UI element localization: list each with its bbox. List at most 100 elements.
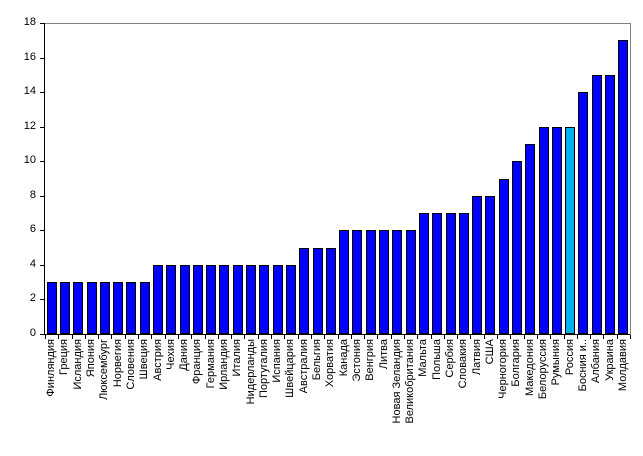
- x-tick-label-32: Латвия: [470, 339, 483, 376]
- x-tick-label-16: Португалия: [257, 339, 270, 398]
- x-tick-label-3: Япония: [85, 339, 98, 378]
- x-tick-mark: [45, 335, 46, 339]
- bar-26: [392, 230, 403, 334]
- x-tick-mark: [298, 335, 299, 339]
- x-tick-mark: [85, 335, 86, 339]
- x-tick-mark: [550, 335, 551, 339]
- x-tick-label-39: Россия: [563, 339, 576, 376]
- bar-38: [551, 126, 562, 334]
- bar-16: [259, 264, 270, 334]
- x-tick-label-12: Германия: [204, 339, 217, 389]
- x-tick-label-20: Бельгия: [311, 339, 324, 381]
- x-tick-mark: [151, 335, 152, 339]
- x-tick-label-37: Белоруссия: [537, 339, 550, 400]
- x-tick-label-5: Норвегия: [111, 339, 124, 388]
- x-tick-mark: [404, 335, 405, 339]
- x-tick-label-4: Люксембург: [98, 339, 111, 401]
- x-tick-label-13: Ирландия: [217, 339, 230, 390]
- y-tick-label: 12: [23, 119, 36, 132]
- x-tick-mark: [630, 335, 631, 339]
- x-tick-mark: [125, 335, 126, 339]
- x-tick-mark: [590, 335, 591, 339]
- bar-27: [405, 230, 416, 334]
- bar-39: [565, 126, 576, 334]
- bar-4: [99, 282, 110, 334]
- y-tick-mark: [40, 265, 44, 266]
- y-tick-mark: [40, 127, 44, 128]
- bar-10: [179, 264, 190, 334]
- y-tick-label: 4: [29, 257, 36, 270]
- y-tick-mark: [40, 161, 44, 162]
- x-tick-label-42: Украина: [603, 339, 616, 381]
- bar-11: [192, 264, 203, 334]
- bar-2: [73, 282, 84, 334]
- x-tick-mark: [510, 335, 511, 339]
- x-tick-mark: [138, 335, 139, 339]
- x-tick-mark: [603, 335, 604, 339]
- x-tick-mark: [617, 335, 618, 339]
- bar-8: [153, 264, 163, 334]
- x-tick-mark: [577, 335, 578, 339]
- bar-31: [458, 213, 469, 334]
- x-tick-label-0: Финляндия: [45, 339, 58, 397]
- x-tick-mark: [178, 335, 179, 339]
- x-tick-mark: [258, 335, 259, 339]
- x-tick-label-30: Сербия: [444, 339, 456, 378]
- x-tick-mark: [324, 335, 325, 339]
- bar-29: [432, 213, 443, 334]
- x-tick-label-1: Греция: [58, 339, 71, 375]
- y-tick-label: 14: [23, 85, 36, 98]
- x-tick-label-11: Франция: [191, 339, 204, 385]
- x-tick-mark: [338, 335, 339, 339]
- bar-13: [219, 264, 230, 334]
- x-tick-label-18: Швейцария: [284, 339, 297, 398]
- x-tick-mark: [205, 335, 206, 339]
- x-tick-mark: [311, 335, 312, 339]
- bar-21: [325, 247, 336, 334]
- x-tick-label-25: Литва: [377, 339, 390, 370]
- bar-17: [272, 264, 283, 334]
- bar-3: [86, 282, 97, 334]
- x-tick-mark: [98, 335, 99, 339]
- x-tick-label-41: Албания: [590, 339, 603, 384]
- y-tick-mark: [40, 230, 44, 231]
- bar-22: [339, 230, 350, 334]
- y-tick-mark: [40, 299, 44, 300]
- x-tick-mark: [470, 335, 471, 339]
- bar-41: [591, 74, 602, 334]
- y-tick-mark: [40, 23, 44, 24]
- x-tick-label-8: Австрия: [151, 339, 164, 381]
- bar-35: [511, 161, 522, 334]
- x-tick-mark: [231, 335, 232, 339]
- x-tick-label-34: Черногория: [497, 339, 510, 399]
- bar-18: [285, 264, 296, 334]
- x-tick-label-31: Словакия: [457, 339, 470, 389]
- bar-43: [618, 40, 629, 334]
- bar-14: [232, 264, 243, 334]
- x-tick-mark: [537, 335, 538, 339]
- x-tick-label-21: Хорватия: [324, 339, 337, 388]
- bar-40: [578, 92, 589, 334]
- x-tick-label-14: Италия: [231, 339, 244, 377]
- bar-28: [418, 213, 429, 334]
- y-tick-label: 10: [23, 154, 36, 167]
- y-tick-label: 2: [29, 292, 36, 305]
- x-tick-mark: [191, 335, 192, 339]
- bar-5: [113, 282, 124, 334]
- x-tick-mark: [58, 335, 59, 339]
- x-tick-label-38: Румыния: [550, 339, 563, 386]
- plot-frame-right: [630, 23, 631, 335]
- bar-34: [498, 178, 509, 334]
- x-tick-label-24: Венгрия: [364, 339, 377, 381]
- x-tick-mark: [484, 335, 485, 339]
- x-tick-label-35: Болгария: [510, 339, 523, 387]
- x-tick-mark: [72, 335, 73, 339]
- bar-33: [485, 195, 496, 334]
- bar-0: [46, 282, 57, 334]
- bar-20: [312, 247, 323, 334]
- x-tick-label-43: Молдавия: [616, 339, 629, 392]
- x-tick-mark: [444, 335, 445, 339]
- x-tick-mark: [431, 335, 432, 339]
- y-tick-mark: [40, 334, 44, 335]
